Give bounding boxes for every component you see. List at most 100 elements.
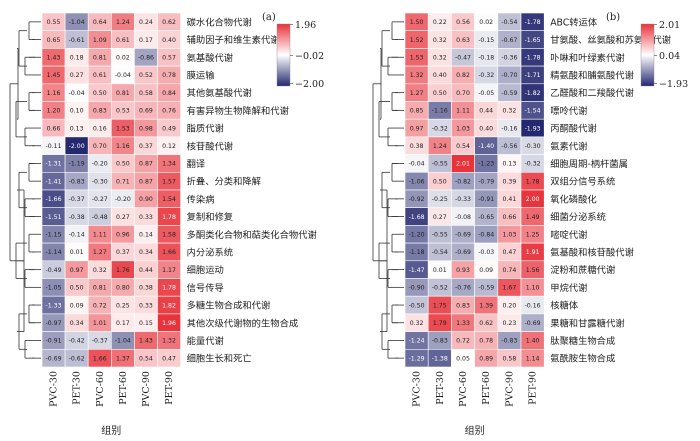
cell-value-label: 0.33 [139, 214, 153, 221]
cell-value-label: 0.27 [70, 72, 84, 79]
cell-value-label: 0.82 [456, 72, 470, 79]
cell-value-label: -1.14 [46, 249, 62, 256]
cell-value-label: 1.32 [410, 72, 424, 79]
column-label: PET-90 [528, 371, 539, 405]
cell-value-label: -1.05 [46, 285, 62, 292]
cell-value-label: 0.47 [162, 355, 176, 362]
cell-value-label: 0.01 [433, 267, 447, 274]
cell-value-label: -0.59 [478, 285, 494, 292]
cell-value-label: 2.00 [526, 196, 540, 203]
cell-value-label: -0.04 [69, 90, 85, 97]
cell-value-label: 0.05 [456, 355, 470, 362]
cell-value-label: 0.01 [70, 249, 84, 256]
cell-value-label: -1.19 [69, 161, 85, 168]
cell-value-label: 0.72 [456, 338, 470, 345]
heatmap-cell [520, 348, 545, 368]
cell-value-label: 1.53 [116, 125, 130, 132]
cell-value-label: 0.87 [139, 161, 153, 168]
row-label: 丙酮酸代谢 [550, 123, 597, 135]
colorbar-max-label: 1.96 [295, 20, 316, 31]
cell-value-label: 0.12 [162, 143, 176, 150]
cell-value-label: -0.32 [432, 125, 448, 132]
cell-value-label: -0.25 [432, 196, 448, 203]
cell-value-label: -0.32 [525, 161, 541, 168]
cell-value-label: -1.23 [478, 161, 494, 168]
cell-value-label: 2.01 [456, 161, 470, 168]
cell-value-label: -1.31 [46, 161, 62, 168]
cell-value-label: 0.23 [503, 320, 517, 327]
panel-label: (a) [262, 12, 276, 23]
column-labels: PVC-30 PET-30 PVC-60 PET-60 PVC-90 PET-90 [412, 371, 539, 407]
cell-value-label: -0.30 [525, 143, 541, 150]
cell-value-label: -0.83 [501, 338, 517, 345]
cell-value-label: 0.96 [116, 231, 130, 238]
row-label: 氨素代谢 [550, 140, 587, 152]
row-label: 氨酰胺生物合成 [550, 353, 615, 365]
heatmap-cells: 1.50 0.22 0.56 0.02 -0.54 -1.78 1.52 0.32 0.63 -0… [404, 12, 545, 368]
cell-value-label: -0.54 [432, 249, 448, 256]
cell-value-label: 0.32 [433, 37, 447, 44]
cell-value-label: 1.67 [503, 285, 517, 292]
cell-value-label: -1.66 [46, 196, 62, 203]
cell-value-label: 1.58 [162, 231, 176, 238]
cell-value-label: 0.65 [47, 37, 61, 44]
row-label: 甲烷代谢 [550, 282, 587, 294]
row-label: 翻译 [187, 159, 206, 170]
cell-value-label: 0.58 [503, 355, 517, 362]
cell-value-label: 0.27 [433, 214, 447, 221]
cell-value-label: 0.32 [410, 320, 424, 327]
cell-value-label: -1.71 [525, 72, 541, 79]
row-label: 碳水化合物代谢 [187, 16, 252, 28]
cell-value-label: 1.52 [410, 37, 424, 44]
cell-value-label: 1.91 [526, 249, 540, 256]
cell-value-label: 0.41 [503, 196, 517, 203]
cell-value-label: 0.69 [139, 108, 153, 115]
colorbar-min-label: −2.00 [295, 79, 324, 90]
colorbar [276, 23, 291, 87]
cell-value-label: 0.50 [93, 90, 107, 97]
cell-value-label: -0.52 [432, 285, 448, 292]
colorbar [640, 23, 655, 87]
cell-value-label: 0.44 [479, 108, 493, 115]
cell-value-label: 0.40 [433, 72, 447, 79]
column-label: PET-60 [118, 371, 129, 405]
cell-value-label: -1.04 [115, 338, 131, 345]
row-dendrogram [9, 21, 41, 359]
cell-value-label: 1.32 [162, 338, 176, 345]
cell-value-label: 0.76 [162, 108, 176, 115]
cell-value-label: 1.43 [139, 338, 153, 345]
cell-value-label: 0.56 [456, 19, 470, 26]
cell-value-label: -0.69 [455, 249, 471, 256]
cell-value-label: 0.97 [70, 267, 84, 274]
cell-value-label: 0.44 [139, 267, 153, 274]
cell-value-label: 0.20 [503, 302, 517, 309]
cell-value-label: 0.74 [503, 267, 517, 274]
cell-value-label: -0.08 [455, 214, 471, 221]
cell-value-label: 0.02 [479, 19, 493, 26]
row-label: 核苷酸代谢 [187, 140, 234, 152]
cell-value-label: 0.83 [93, 108, 107, 115]
row-label: 脂质代谢 [187, 123, 224, 135]
cell-value-label: -1.15 [46, 231, 62, 238]
cell-value-label: -1.18 [409, 249, 425, 256]
column-label: PET-30 [435, 371, 446, 405]
cell-value-label: 1.24 [116, 19, 130, 26]
cell-value-label: -0.70 [501, 72, 517, 79]
row-label: 细胞周期-柄杆菌属 [550, 158, 628, 170]
cell-value-label: -0.61 [69, 37, 85, 44]
cell-value-label: 0.02 [116, 54, 130, 61]
cell-value-label: 1.79 [433, 320, 447, 327]
cell-value-label: -0.69 [525, 320, 541, 327]
cell-value-label: 0.57 [162, 54, 176, 61]
row-label: 淀粉和蔗糖代谢 [550, 264, 615, 276]
cell-value-label: -1.47 [409, 267, 425, 274]
cell-value-label: -0.91 [478, 196, 494, 203]
cell-value-label: -0.67 [501, 37, 517, 44]
cell-value-label: -1.20 [409, 231, 425, 238]
cell-value-label: -0.16 [525, 302, 541, 309]
cell-value-label: 0.81 [93, 285, 107, 292]
cell-value-label: -0.20 [115, 196, 131, 203]
cell-value-label: 1.03 [503, 231, 517, 238]
cell-value-label: -1.78 [525, 54, 541, 61]
cell-value-label: -0.16 [501, 125, 517, 132]
